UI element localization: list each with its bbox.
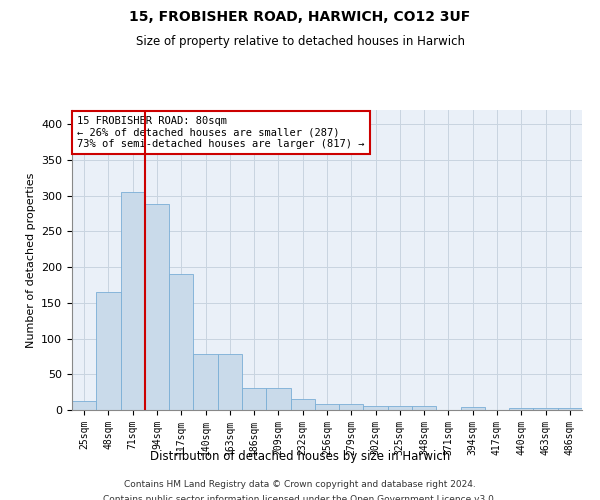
Bar	[145, 204, 169, 410]
Bar	[388, 406, 412, 410]
Bar	[193, 354, 218, 410]
Bar	[461, 407, 485, 410]
Text: Contains HM Land Registry data © Crown copyright and database right 2024.: Contains HM Land Registry data © Crown c…	[124, 480, 476, 489]
Bar	[218, 354, 242, 410]
Text: 15 FROBISHER ROAD: 80sqm
← 26% of detached houses are smaller (287)
73% of semi-: 15 FROBISHER ROAD: 80sqm ← 26% of detach…	[77, 116, 365, 149]
Bar	[339, 404, 364, 410]
Bar	[72, 400, 96, 410]
Bar	[242, 388, 266, 410]
Bar	[121, 192, 145, 410]
Bar	[290, 398, 315, 410]
Bar	[96, 292, 121, 410]
Bar	[169, 274, 193, 410]
Text: Distribution of detached houses by size in Harwich: Distribution of detached houses by size …	[150, 450, 450, 463]
Bar	[364, 406, 388, 410]
Bar	[558, 408, 582, 410]
Y-axis label: Number of detached properties: Number of detached properties	[26, 172, 35, 348]
Bar	[315, 404, 339, 410]
Bar	[509, 408, 533, 410]
Bar	[533, 408, 558, 410]
Bar	[266, 388, 290, 410]
Bar	[412, 406, 436, 410]
Text: 15, FROBISHER ROAD, HARWICH, CO12 3UF: 15, FROBISHER ROAD, HARWICH, CO12 3UF	[130, 10, 470, 24]
Text: Size of property relative to detached houses in Harwich: Size of property relative to detached ho…	[136, 35, 464, 48]
Text: Contains public sector information licensed under the Open Government Licence v3: Contains public sector information licen…	[103, 495, 497, 500]
